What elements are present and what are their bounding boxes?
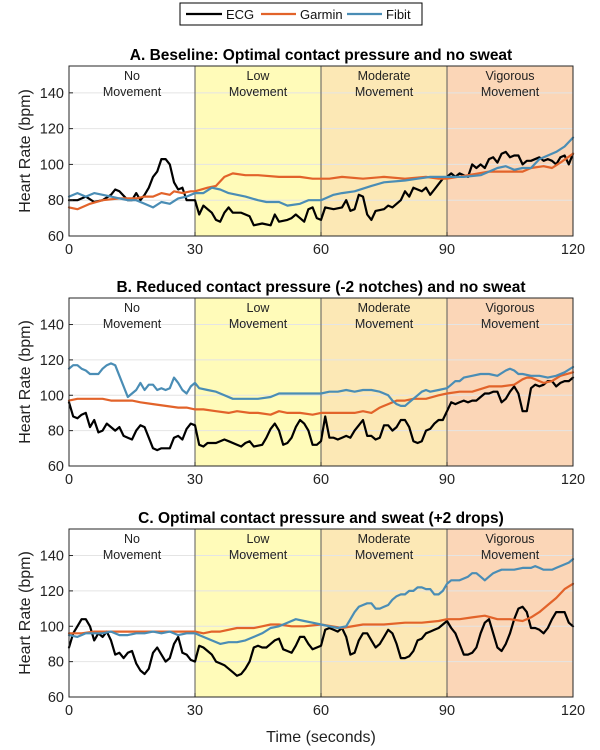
- phase-label-1-1: Movement: [229, 317, 288, 331]
- x-tick-label-3: 90: [439, 242, 455, 258]
- y-tick-label-0: 60: [48, 229, 64, 245]
- legend-label-garmin: Garmin: [300, 7, 343, 22]
- x-tick-label-1: 30: [187, 703, 203, 719]
- phase-band-0: [69, 66, 195, 236]
- phase-label-3-0: Vigorous: [485, 69, 534, 83]
- phase-label-2-1: Movement: [355, 548, 414, 562]
- legend-box: [179, 2, 423, 26]
- x-tick-label-2: 60: [313, 703, 329, 719]
- y-tick-label-4: 140: [40, 318, 64, 334]
- y-axis-label: Heart Rate (bpm): [17, 320, 34, 444]
- y-tick-label-4: 140: [40, 549, 64, 565]
- phase-band-2: [321, 529, 447, 697]
- chart-panel-2: No Movement Low Movement Moderate Movement Vig…: [17, 510, 585, 746]
- y-tick-label-1: 80: [48, 193, 64, 209]
- legend: ECG Garmin Fibit: [179, 2, 423, 26]
- y-tick-label-1: 80: [48, 424, 64, 440]
- panel-title: A. Beseline: Optimal contact pressure an…: [130, 47, 512, 64]
- series-line-fibit: [67, 558, 575, 645]
- x-tick-label-4: 120: [561, 242, 585, 258]
- phase-band-1: [195, 66, 321, 236]
- x-tick-label-2: 60: [313, 472, 329, 488]
- series-line-ecg: [67, 150, 575, 227]
- x-tick-label-0: 0: [65, 472, 73, 488]
- phase-band-3: [447, 66, 573, 236]
- phase-label-0-1: Movement: [103, 85, 162, 99]
- phase-label-0-0: No: [124, 532, 140, 546]
- y-tick-label-3: 120: [40, 584, 64, 600]
- y-tick-label-3: 120: [40, 122, 64, 138]
- phase-label-0-0: No: [124, 69, 140, 83]
- phase-label-0-1: Movement: [103, 548, 162, 562]
- x-tick-label-0: 0: [65, 242, 73, 258]
- y-tick-label-1: 80: [48, 655, 64, 671]
- phase-label-3-1: Movement: [481, 85, 540, 99]
- y-tick-label-2: 100: [40, 619, 64, 635]
- y-tick-label-0: 60: [48, 690, 64, 706]
- phase-label-0-0: No: [124, 301, 140, 315]
- x-tick-label-4: 120: [561, 703, 585, 719]
- legend-label-fibit: Fibit: [386, 7, 411, 22]
- x-tick-label-2: 60: [313, 242, 329, 258]
- phase-label-2-1: Movement: [355, 317, 414, 331]
- y-tick-label-3: 120: [40, 353, 64, 369]
- phase-label-1-0: Low: [247, 532, 271, 546]
- phase-band-1: [195, 298, 321, 466]
- legend-label-ecg: ECG: [226, 7, 254, 22]
- phase-band-1: [195, 529, 321, 697]
- y-tick-label-2: 100: [40, 157, 64, 173]
- phase-label-1-0: Low: [247, 69, 271, 83]
- x-tick-label-0: 0: [65, 703, 73, 719]
- y-axis-label: Heart Rate (bpm): [17, 89, 34, 213]
- panels: No Movement Low Movement Moderate Movement Vig…: [17, 47, 585, 746]
- series-line-ecg: [67, 605, 575, 677]
- phase-band-0: [69, 529, 195, 697]
- phase-label-1-0: Low: [247, 301, 271, 315]
- phase-label-3-1: Movement: [481, 317, 540, 331]
- phase-band-3: [447, 529, 573, 697]
- phase-label-2-0: Moderate: [358, 301, 411, 315]
- x-tick-label-4: 120: [561, 472, 585, 488]
- y-tick-label-2: 100: [40, 388, 64, 404]
- phase-label-1-1: Movement: [229, 548, 288, 562]
- series-line-ecg: [67, 376, 575, 452]
- x-tick-label-3: 90: [439, 703, 455, 719]
- phase-label-2-1: Movement: [355, 85, 414, 99]
- phase-label-0-1: Movement: [103, 317, 162, 331]
- phase-label-3-1: Movement: [481, 548, 540, 562]
- chart-panel-1: No Movement Low Movement Moderate Movement Vig…: [17, 279, 585, 488]
- series-line-garmin: [67, 152, 575, 211]
- panel-title: C. Optimal contact pressure and sweat (+…: [138, 510, 504, 527]
- phase-label-2-0: Moderate: [358, 69, 411, 83]
- x-tick-label-1: 30: [187, 472, 203, 488]
- series-line-garmin: [67, 371, 575, 416]
- phase-label-2-0: Moderate: [358, 532, 411, 546]
- x-axis-label: Time (seconds): [266, 729, 376, 746]
- y-tick-label-4: 140: [40, 86, 64, 102]
- y-axis-label: Heart Rate (bpm): [17, 551, 34, 675]
- chart-panel-0: No Movement Low Movement Moderate Movement Vig…: [17, 47, 585, 258]
- phase-label-3-0: Vigorous: [485, 301, 534, 315]
- panel-title: B. Reduced contact pressure (-2 notches)…: [116, 279, 525, 296]
- series-line-fibit: [67, 362, 575, 407]
- phase-label-3-0: Vigorous: [485, 532, 534, 546]
- x-tick-label-1: 30: [187, 242, 203, 258]
- x-tick-label-3: 90: [439, 472, 455, 488]
- y-tick-label-0: 60: [48, 459, 64, 475]
- phase-label-1-1: Movement: [229, 85, 288, 99]
- series-line-fibit: [67, 136, 575, 209]
